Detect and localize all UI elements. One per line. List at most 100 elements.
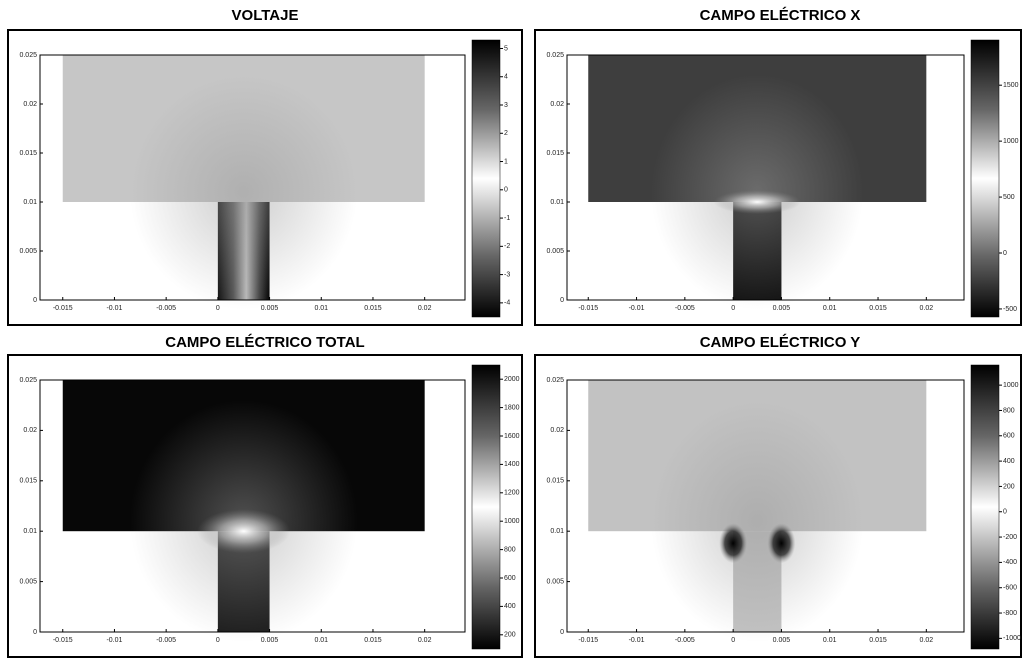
field-band [713, 190, 801, 214]
x-tick-label: -0.005 [675, 305, 695, 312]
y-tick-label: 0.02 [23, 427, 37, 434]
colorbar-tick-label: 0 [1003, 509, 1007, 516]
x-tick-label: -0.01 [106, 305, 122, 312]
colorbar-tick-label: 1500 [1003, 82, 1019, 89]
colorbar-tick-label: -600 [1003, 585, 1017, 592]
panel-title: CAMPO ELÉCTRICO Y [700, 334, 861, 351]
colorbar-tick-label: 1600 [504, 433, 520, 440]
x-tick-label: 0.01 [314, 637, 328, 644]
x-tick-label: -0.015 [578, 637, 598, 644]
y-tick-label: 0.025 [546, 52, 564, 59]
colorbar [970, 39, 1000, 318]
colorbar-tick-label: 5 [504, 45, 508, 52]
panel-title: CAMPO ELÉCTRICO X [700, 7, 861, 24]
colorbar-tick-label: 1800 [504, 404, 520, 411]
plot-frame [566, 54, 965, 301]
colorbar-tick-label: -200 [1003, 534, 1017, 541]
colorbar-tick-label: 4 [504, 74, 508, 81]
x-tick-label: 0.015 [364, 305, 382, 312]
x-tick-label: 0.005 [261, 637, 279, 644]
x-tick-label: 0 [216, 637, 220, 644]
colorbar-tick-label: 800 [504, 546, 516, 553]
y-tick-label: 0.005 [546, 248, 564, 255]
colorbar-tick-label: 1400 [504, 461, 520, 468]
x-tick-label: 0.005 [773, 637, 791, 644]
y-tick-label: 0 [560, 629, 564, 636]
y-tick-label: 0 [33, 297, 37, 304]
colorbar-tick-label: 600 [1003, 433, 1015, 440]
colorbar-tick-label: -800 [1003, 610, 1017, 617]
panel: Color: V-0.015-0.01-0.00500.0050.010.015… [7, 29, 523, 326]
x-tick-label: -0.005 [675, 637, 695, 644]
x-tick-label: 0.02 [418, 637, 432, 644]
y-tick-label: 0.025 [546, 377, 564, 384]
x-tick-label: 0.02 [418, 305, 432, 312]
plot-frame [39, 379, 466, 633]
x-tick-label: 0.005 [261, 305, 279, 312]
x-tick-label: -0.005 [156, 305, 176, 312]
colorbar [471, 39, 501, 318]
x-tick-label: 0.01 [314, 305, 328, 312]
y-tick-label: 0.025 [19, 377, 37, 384]
panel: Color: abs(E)-0.015-0.01-0.00500.0050.01… [7, 354, 523, 658]
x-tick-label: 0 [216, 305, 220, 312]
x-tick-label: -0.005 [156, 637, 176, 644]
field-halo [129, 74, 358, 310]
x-tick-label: -0.015 [53, 305, 73, 312]
x-tick-label: 0.015 [869, 637, 887, 644]
x-tick-label: 0.02 [920, 637, 934, 644]
colorbar [970, 364, 1000, 650]
colorbar-tick-label: 0 [504, 187, 508, 194]
panel-title: CAMPO ELÉCTRICO TOTAL [165, 334, 364, 351]
colorbar-tick-label: 1 [504, 158, 508, 165]
y-tick-label: 0 [33, 629, 37, 636]
x-tick-label: 0 [731, 637, 735, 644]
colorbar-tick-label: 1000 [1003, 382, 1019, 389]
x-tick-label: -0.01 [629, 637, 645, 644]
colorbar-tick-label: 600 [504, 575, 516, 582]
panel: Color: -uy-0.015-0.01-0.00500.0050.010.0… [534, 354, 1022, 658]
colorbar [471, 364, 501, 650]
field-blob [719, 523, 748, 564]
x-tick-label: -0.015 [578, 305, 598, 312]
y-tick-label: 0.01 [550, 528, 564, 535]
x-tick-label: -0.015 [53, 637, 73, 644]
colorbar-tick-label: 800 [1003, 407, 1015, 414]
colorbar-tick-label: 1200 [504, 490, 520, 497]
x-tick-label: 0 [731, 305, 735, 312]
y-tick-label: 0.01 [23, 528, 37, 535]
colorbar-tick-label: 400 [504, 603, 516, 610]
colorbar-tick-label: 3 [504, 102, 508, 109]
colorbar-tick-label: 1000 [1003, 138, 1019, 145]
plot-frame [566, 379, 965, 633]
y-tick-label: 0.005 [19, 248, 37, 255]
colorbar-tick-label: 200 [1003, 483, 1015, 490]
colorbar-tick-label: 1000 [504, 518, 520, 525]
x-tick-label: 0.015 [364, 637, 382, 644]
y-tick-label: 0.01 [23, 199, 37, 206]
x-tick-label: -0.01 [106, 637, 122, 644]
y-tick-label: 0.02 [550, 101, 564, 108]
y-tick-label: 0.025 [19, 52, 37, 59]
colorbar-tick-label: 2 [504, 130, 508, 137]
panel-title: VOLTAJE [232, 7, 299, 24]
colorbar-tick-label: -400 [1003, 559, 1017, 566]
y-tick-label: 0.015 [546, 150, 564, 157]
field-glow [197, 509, 291, 554]
y-tick-label: 0.02 [23, 101, 37, 108]
colorbar-tick-label: -500 [1003, 306, 1017, 313]
y-tick-label: 0.01 [550, 199, 564, 206]
y-tick-label: 0.02 [550, 427, 564, 434]
colorbar-tick-label: 500 [1003, 194, 1015, 201]
colorbar-tick-label: -2 [504, 243, 510, 250]
colorbar-tick-label: -1000 [1003, 635, 1021, 642]
colorbar-tick-label: 200 [504, 632, 516, 639]
colorbar-tick-label: 400 [1003, 458, 1015, 465]
y-tick-label: 0.005 [546, 578, 564, 585]
field-blob [767, 523, 796, 564]
colorbar-tick-label: -4 [504, 300, 510, 307]
field-halo [651, 400, 864, 643]
x-tick-label: 0.015 [869, 305, 887, 312]
y-tick-label: 0.015 [546, 478, 564, 485]
